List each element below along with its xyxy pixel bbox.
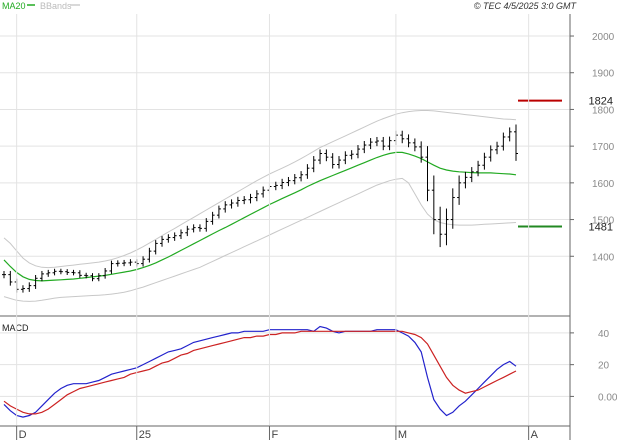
price-axis: 1400 1500 1600 1700 1800 1900 2000: [570, 32, 615, 263]
ma20-line: [3, 151, 517, 282]
date-tick-label: 25: [139, 429, 151, 440]
date-tick-label: M: [398, 429, 407, 440]
price-tick-label: 1500: [592, 216, 615, 227]
price-tick-label: 2000: [592, 32, 615, 43]
legend-ma20: MA20: [2, 1, 26, 11]
signal-line: [3, 330, 517, 415]
resistance-label: 1824: [589, 96, 613, 108]
bb-lower-line: [3, 177, 517, 302]
macd-tick-label: 20: [598, 361, 610, 372]
bollinger-bands: [3, 110, 517, 302]
copyright-notice: © TEC 4/5/2025 3:0 GMT: [474, 1, 578, 11]
macd-title: MACD: [2, 323, 29, 333]
date-tick-label: A: [531, 429, 539, 440]
macd-tick-label: 0.00: [598, 392, 618, 403]
price-tick-label: 1600: [592, 179, 615, 190]
macd-lines: [3, 325, 517, 418]
date-tick-label: F: [271, 429, 278, 440]
macd-line: [3, 325, 517, 418]
price-tick-label: 1700: [592, 142, 615, 153]
price-grid: [0, 35, 570, 257]
price-tick-label: 1800: [592, 105, 615, 116]
date-tick-label: D: [19, 429, 27, 440]
price-tick-label: 1900: [592, 69, 615, 80]
legend-bbands: BBands: [40, 1, 72, 11]
ma20-line: [3, 151, 517, 282]
support-label: 1481: [589, 222, 613, 234]
macd-axis: 0.00 20 40: [570, 329, 618, 403]
macd-tick-label: 40: [598, 329, 610, 340]
date-axis: D25FMAM: [0, 14, 570, 441]
price-tick-label: 1400: [592, 252, 615, 263]
bb-upper-line: [3, 110, 517, 269]
support-resistance-levels: 1824 1481: [518, 96, 613, 234]
